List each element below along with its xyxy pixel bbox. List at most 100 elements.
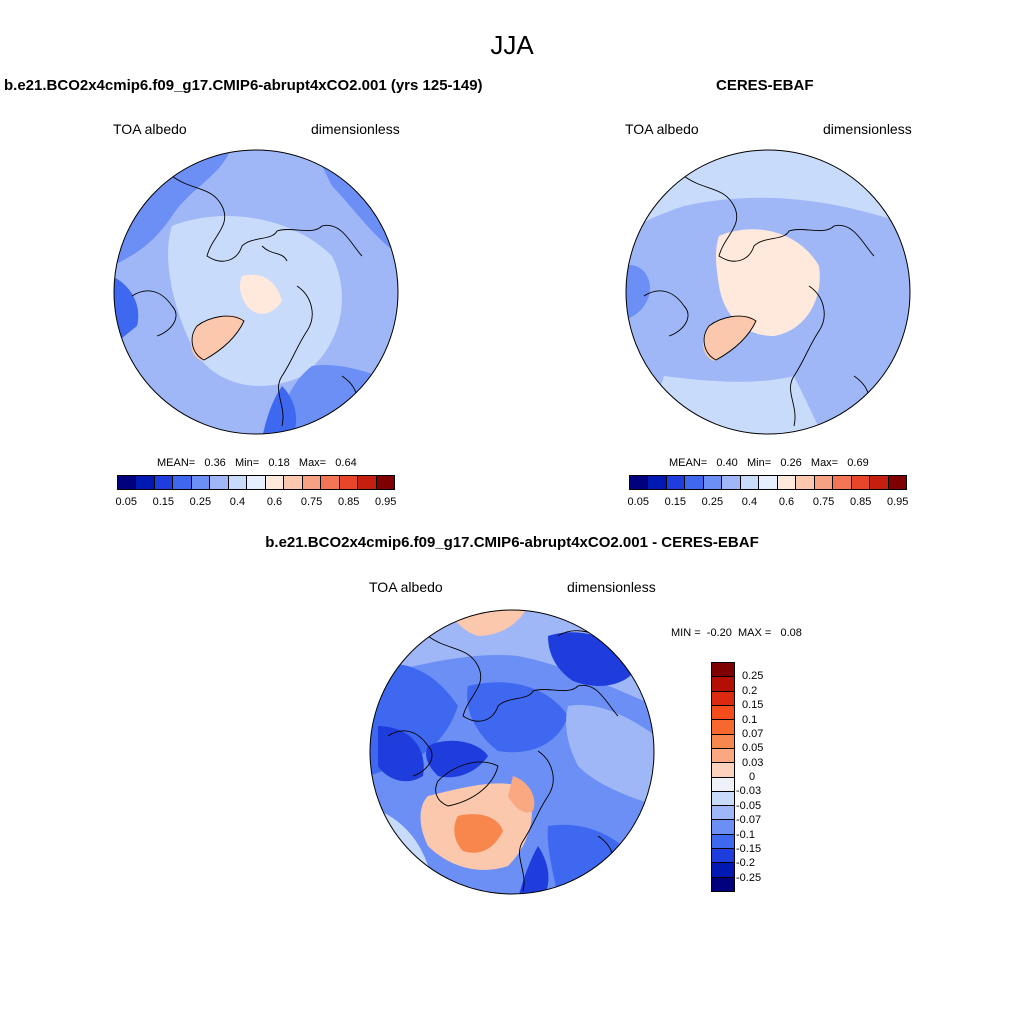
- obs-colorbar-tick-label: 0.75: [812, 496, 835, 508]
- model-colorbar-box: [302, 476, 322, 489]
- obs-colorbar-box: [777, 476, 797, 489]
- obs-colorbar-tick-label: 0.4: [741, 496, 758, 508]
- model-colorbar-tick-label: 0.15: [152, 496, 175, 508]
- model-colorbar-box: [154, 476, 174, 489]
- diff-panel-title: b.e21.BCO2x4cmip6.f09_g17.CMIP6-abrupt4x…: [265, 534, 759, 551]
- model-variable-label: TOA albedo: [113, 121, 187, 137]
- model-min-value: 0.18: [268, 457, 290, 469]
- model-colorbar-labels: 0.05 0.15 0.25 0.4 0.6 0.75 0.85 0.95: [115, 496, 397, 510]
- model-colorbar-box: [247, 476, 266, 489]
- diff-polar-map: [369, 609, 655, 895]
- diff-colorbar-box: [712, 763, 734, 778]
- model-colorbar-box: [210, 476, 229, 489]
- diff-min-label: MIN =: [671, 627, 701, 639]
- obs-min-value: 0.26: [780, 457, 802, 469]
- obs-colorbar-box: [666, 476, 686, 489]
- obs-colorbar-box: [703, 476, 723, 489]
- obs-colorbar-box: [630, 476, 649, 489]
- obs-colorbar-box: [648, 476, 667, 489]
- model-colorbar-box: [136, 476, 155, 489]
- diff-colorbar-tick-label: 0.25: [742, 670, 764, 683]
- diff-colorbar-tick-label: -0.25: [736, 871, 762, 884]
- diff-stats: MIN = -0.20 MAX = 0.08: [671, 627, 802, 639]
- obs-colorbar-box: [740, 476, 760, 489]
- obs-mean-label: MEAN=: [669, 457, 708, 469]
- diff-colorbar-tick-label: -0.05: [736, 799, 762, 812]
- model-colorbar-box: [118, 476, 137, 489]
- model-colorbar-tick-label: 0.75: [300, 496, 323, 508]
- model-colorbar-tick-label: 0.95: [375, 496, 397, 508]
- obs-colorbar-box: [833, 476, 852, 489]
- obs-colorbar-box: [796, 476, 815, 489]
- diff-colorbar-tick-label: -0.03: [736, 785, 762, 798]
- obs-colorbar-tick-label: 0.85: [849, 496, 872, 508]
- diff-min-value: -0.20: [706, 627, 732, 639]
- obs-colorbar-tick-label: 0.25: [701, 496, 724, 508]
- diff-colorbar-tick-label: -0.1: [736, 828, 755, 841]
- obs-panel-title: CERES-EBAF: [716, 77, 814, 94]
- diff-colorbar-box: [712, 863, 734, 878]
- model-colorbar-box: [191, 476, 211, 489]
- obs-max-value: 0.69: [847, 457, 869, 469]
- model-colorbar-box: [358, 476, 377, 489]
- diff-colorbar-tick-label: 0.05: [742, 742, 764, 755]
- diff-colorbar-tick-label: -0.07: [736, 814, 762, 827]
- diff-colorbar-labels: 0.25 0.2 0.15 0.1 0.07 0.05 0.03 0 -0.03 -0.05 -0.…: [736, 662, 780, 892]
- obs-mean-value: 0.40: [716, 457, 738, 469]
- model-polar-map: [113, 149, 399, 435]
- model-colorbar-box: [321, 476, 340, 489]
- model-colorbar-box: [339, 476, 359, 489]
- obs-variable-label: TOA albedo: [625, 121, 699, 137]
- diff-colorbar-box: [712, 820, 734, 835]
- obs-units-label: dimensionless: [823, 121, 912, 137]
- model-colorbar-box: [376, 476, 395, 489]
- diff-colorbar-box: [712, 734, 734, 749]
- model-max-label: Max=: [298, 457, 327, 469]
- model-mean-value: 0.36: [204, 457, 226, 469]
- model-max-value: 0.64: [335, 457, 357, 469]
- diff-max-label: MAX =: [737, 627, 772, 639]
- model-colorbar-tick-label: 0.05: [115, 496, 137, 508]
- figure-title: JJA: [490, 30, 534, 60]
- obs-colorbar-box: [722, 476, 741, 489]
- diff-colorbar-box: [712, 663, 734, 678]
- diff-max-value: 0.08: [780, 627, 802, 639]
- obs-colorbar-box: [685, 476, 704, 489]
- model-colorbar-box: [265, 476, 285, 489]
- diff-colorbar-box: [712, 791, 734, 807]
- obs-max-label: Max=: [810, 457, 839, 469]
- obs-stats: MEAN= 0.40 Min= 0.26 Max= 0.69: [669, 457, 869, 469]
- obs-colorbar-tick-label: 0.6: [778, 496, 795, 508]
- model-colorbar-tick-label: 0.25: [189, 496, 212, 508]
- diff-colorbar-box: [712, 834, 734, 850]
- diff-colorbar-box: [712, 748, 734, 764]
- diff-colorbar-tick-label: -0.15: [736, 842, 762, 855]
- diff-colorbar-box: [712, 849, 734, 864]
- diff-variable-label: TOA albedo: [369, 579, 443, 595]
- obs-colorbar-tick-label: 0.95: [887, 496, 909, 508]
- diff-colorbar-tick-label: 0.07: [742, 727, 764, 740]
- model-colorbar-tick-label: 0.6: [266, 496, 283, 508]
- diff-colorbar-tick-label: 0.15: [742, 699, 764, 712]
- diff-colorbar-tick-label: 0.03: [742, 756, 764, 769]
- diff-colorbar-box: [712, 677, 734, 692]
- obs-colorbar-box: [851, 476, 871, 489]
- model-colorbar-tick-label: 0.4: [229, 496, 246, 508]
- obs-polar-map: [625, 149, 911, 435]
- model-panel-title: b.e21.BCO2x4cmip6.f09_g17.CMIP6-abrupt4x…: [4, 77, 483, 94]
- diff-colorbar-box: [712, 777, 734, 792]
- obs-colorbar-box: [814, 476, 834, 489]
- diff-colorbar-tick-label: -0.2: [736, 857, 755, 870]
- obs-colorbar-box: [888, 476, 907, 489]
- obs-colorbar-box: [870, 476, 889, 489]
- model-colorbar: [117, 475, 395, 490]
- diff-colorbar-box: [712, 691, 734, 706]
- diff-colorbar-box: [712, 720, 734, 735]
- model-units-label: dimensionless: [311, 121, 400, 137]
- diff-units-label: dimensionless: [567, 579, 656, 595]
- obs-colorbar-box: [759, 476, 778, 489]
- model-stats: MEAN= 0.36 Min= 0.18 Max= 0.64: [157, 457, 357, 469]
- diff-colorbar: [711, 662, 735, 892]
- model-colorbar-box: [173, 476, 192, 489]
- obs-colorbar-labels: 0.05 0.15 0.25 0.4 0.6 0.75 0.85 0.95: [628, 496, 909, 510]
